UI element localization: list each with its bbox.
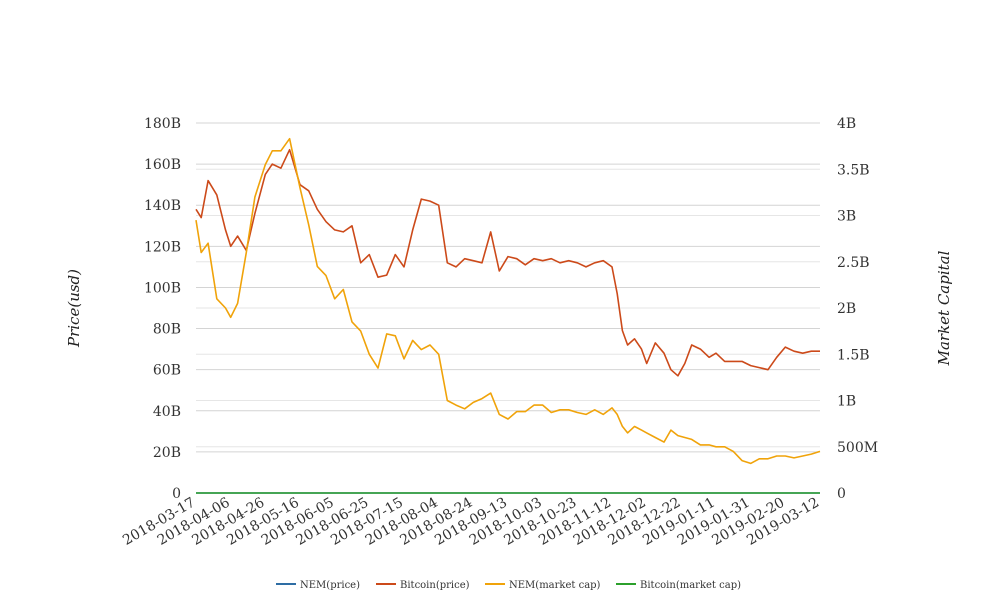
y-left-tick-label: 180B (144, 116, 181, 132)
y-left-tick-label: 140B (144, 198, 181, 214)
y-right-tick-label: 2B (837, 301, 856, 317)
x-axis: 2018-03-172018-04-062018-04-262018-05-16… (120, 495, 822, 549)
legend-label-nem-price: NEM(price) (300, 580, 360, 591)
y-right-tick-label: 3B (837, 209, 856, 225)
series-line-nem-market-cap (195, 137, 821, 465)
legend: NEM(price) Bitcoin(price) NEM(market cap) B… (276, 580, 741, 591)
y-left-tick-label: 40B (153, 404, 181, 420)
y-right-tick-label: 4B (837, 116, 856, 132)
y-right-tick-label: 0 (837, 486, 846, 502)
y-left-tick-label: 20B (153, 445, 181, 461)
plot-area (195, 137, 821, 494)
legend-label-bitcoin-market-cap: Bitcoin(market cap) (640, 580, 741, 591)
left-axis-title: Price(usd) (65, 269, 83, 348)
y-right-tick-label: 1B (837, 394, 856, 410)
y-left-tick-label: 100B (144, 280, 181, 296)
right-y-axis: 0 500M 1B 1.5B 2B 2.5B 3B 3.5B 4B (837, 116, 878, 502)
right-axis-title: Market Capital (935, 250, 953, 366)
y-left-tick-label: 0 (172, 486, 181, 502)
y-right-tick-label: 2.5B (837, 255, 870, 271)
y-right-tick-label: 1.5B (837, 347, 870, 363)
legend-label-nem-market-cap: NEM(market cap) (509, 580, 601, 591)
series-line-bitcoin-price (195, 148, 820, 377)
legend-label-bitcoin-price: Bitcoin(price) (400, 580, 470, 591)
left-y-axis: 0 20B 40B 60B 80B 100B 120B 140B 160B 180B (144, 116, 181, 502)
y-right-tick-label: 3.5B (837, 162, 870, 178)
y-left-tick-label: 60B (153, 363, 181, 379)
y-right-tick-label: 500M (837, 440, 878, 456)
y-left-tick-label: 120B (144, 239, 181, 255)
grid-lines (196, 122, 820, 494)
y-left-tick-label: 80B (153, 322, 181, 338)
y-left-tick-label: 160B (144, 157, 181, 173)
